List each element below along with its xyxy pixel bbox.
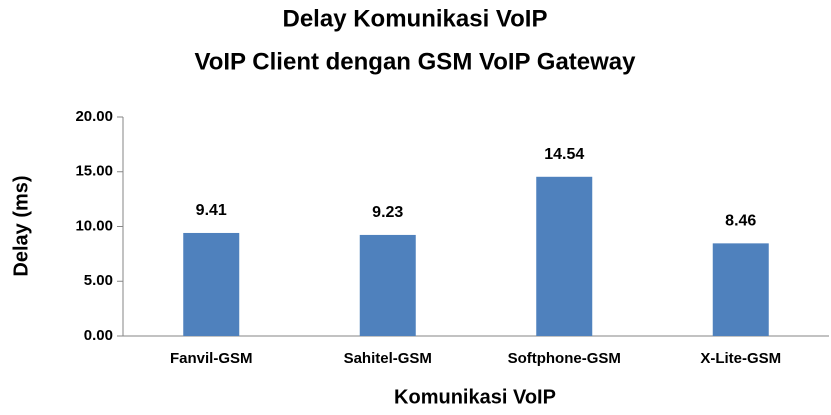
y-tick-label: 5.00 bbox=[84, 272, 113, 289]
y-axis-label: Delay (ms) bbox=[10, 175, 32, 276]
y-tick-label: 15.00 bbox=[75, 163, 113, 180]
x-axis-label: Komunikasi VoIP bbox=[394, 386, 556, 408]
value-label: 8.46 bbox=[725, 213, 756, 230]
x-tick-label: Softphone-GSM bbox=[508, 350, 621, 367]
bar bbox=[536, 176, 593, 336]
x-tick-label: Fanvil-GSM bbox=[170, 350, 253, 367]
bar bbox=[712, 243, 769, 336]
y-tick-label: 20.00 bbox=[75, 108, 113, 125]
value-label: 9.23 bbox=[372, 204, 403, 221]
bar bbox=[183, 232, 240, 336]
y-tick-label: 0.00 bbox=[84, 327, 113, 344]
chart-title: Delay Komunikasi VoIP bbox=[283, 5, 548, 32]
value-label: 14.54 bbox=[544, 146, 584, 163]
x-tick-label: X-Lite-GSM bbox=[700, 350, 781, 367]
value-label: 9.41 bbox=[196, 202, 227, 219]
chart-subtitle: VoIP Client dengan GSM VoIP Gateway bbox=[195, 48, 637, 75]
x-tick-label: Sahitel-GSM bbox=[344, 350, 432, 367]
bar bbox=[359, 234, 416, 336]
y-tick-label: 10.00 bbox=[75, 217, 113, 234]
